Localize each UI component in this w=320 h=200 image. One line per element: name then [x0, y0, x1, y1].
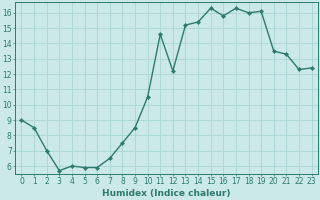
X-axis label: Humidex (Indice chaleur): Humidex (Indice chaleur)	[102, 189, 231, 198]
